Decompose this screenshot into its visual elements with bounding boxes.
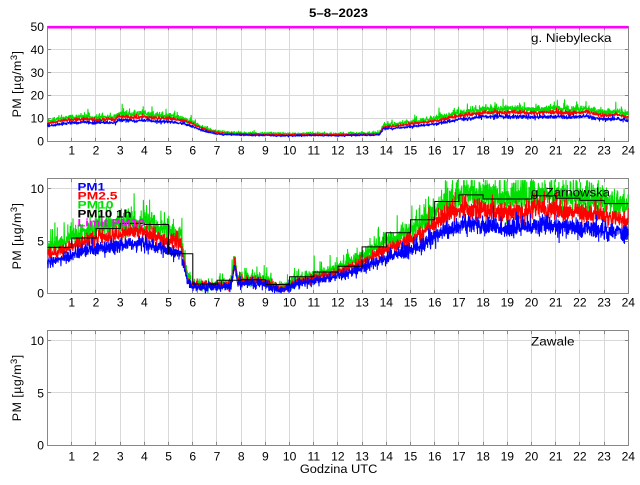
svg-text:5: 5 <box>165 450 172 464</box>
svg-text:21: 21 <box>549 296 563 310</box>
svg-text:4: 4 <box>141 144 148 158</box>
svg-text:19: 19 <box>501 296 515 310</box>
svg-text:15: 15 <box>404 450 418 464</box>
svg-text:2: 2 <box>93 144 100 158</box>
svg-text:0: 0 <box>37 439 44 453</box>
svg-text:14: 14 <box>380 450 394 464</box>
svg-text:1: 1 <box>68 296 75 310</box>
svg-text:20: 20 <box>525 296 539 310</box>
svg-text:PM10: PM10 <box>78 199 114 211</box>
svg-text:10: 10 <box>31 112 45 126</box>
svg-text:9: 9 <box>262 296 269 310</box>
svg-text:9: 9 <box>262 450 269 464</box>
svg-text:8: 8 <box>238 450 245 464</box>
svg-text:Limit PM10: Limit PM10 <box>78 217 146 229</box>
svg-text:3: 3 <box>117 296 124 310</box>
svg-text:21: 21 <box>549 450 563 464</box>
svg-text:4: 4 <box>141 296 148 310</box>
svg-text:30: 30 <box>31 66 45 80</box>
svg-text:0: 0 <box>37 287 44 301</box>
svg-text:PM10 1h: PM10 1h <box>78 208 132 220</box>
svg-text:18: 18 <box>476 296 490 310</box>
svg-text:10: 10 <box>31 334 45 348</box>
svg-text:7: 7 <box>214 296 221 310</box>
svg-text:5: 5 <box>165 296 172 310</box>
svg-text:7: 7 <box>214 450 221 464</box>
svg-text:8: 8 <box>238 296 245 310</box>
svg-text:PM [µg/m3]: PM [µg/m3] <box>9 203 24 270</box>
svg-text:12: 12 <box>331 296 345 310</box>
svg-text:16: 16 <box>428 296 442 310</box>
svg-text:18: 18 <box>476 450 490 464</box>
svg-text:13: 13 <box>355 450 369 464</box>
svg-text:6: 6 <box>189 144 196 158</box>
svg-text:13: 13 <box>355 296 369 310</box>
svg-text:23: 23 <box>597 144 611 158</box>
svg-text:23: 23 <box>597 450 611 464</box>
svg-text:2: 2 <box>93 296 100 310</box>
svg-text:10: 10 <box>283 144 297 158</box>
svg-text:10: 10 <box>283 296 297 310</box>
svg-text:11: 11 <box>308 450 321 464</box>
svg-text:21: 21 <box>549 144 563 158</box>
svg-text:19: 19 <box>501 450 515 464</box>
svg-text:12: 12 <box>331 450 345 464</box>
svg-text:7: 7 <box>214 144 221 158</box>
svg-text:23: 23 <box>597 296 611 310</box>
svg-text:17: 17 <box>452 296 466 310</box>
svg-text:PM [µg/m3]: PM [µg/m3] <box>9 354 24 421</box>
svg-text:50: 50 <box>31 20 45 34</box>
svg-text:24: 24 <box>622 450 636 464</box>
svg-text:20: 20 <box>31 89 45 103</box>
svg-text:3: 3 <box>117 450 124 464</box>
svg-text:11: 11 <box>308 296 321 310</box>
svg-text:12: 12 <box>331 144 345 158</box>
svg-text:PM1: PM1 <box>78 182 106 194</box>
svg-text:5: 5 <box>37 386 44 400</box>
svg-text:24: 24 <box>622 144 636 158</box>
svg-text:4: 4 <box>141 450 148 464</box>
svg-text:2: 2 <box>93 450 100 464</box>
svg-text:PM2.5: PM2.5 <box>78 191 118 203</box>
svg-text:14: 14 <box>380 296 394 310</box>
svg-text:19: 19 <box>501 144 515 158</box>
svg-text:16: 16 <box>428 144 442 158</box>
svg-text:1: 1 <box>68 144 75 158</box>
svg-text:6: 6 <box>189 450 196 464</box>
svg-text:6: 6 <box>189 296 196 310</box>
svg-text:Godzina UTC: Godzina UTC <box>300 462 378 476</box>
svg-text:14: 14 <box>380 144 394 158</box>
svg-text:3: 3 <box>117 144 124 158</box>
svg-text:20: 20 <box>525 144 539 158</box>
svg-text:PM [µg/m3]: PM [µg/m3] <box>9 51 24 118</box>
svg-text:17: 17 <box>452 144 466 158</box>
svg-text:5–8–2023: 5–8–2023 <box>309 6 368 20</box>
svg-text:17: 17 <box>452 450 466 464</box>
svg-text:9: 9 <box>262 144 269 158</box>
svg-text:24: 24 <box>622 296 636 310</box>
svg-text:Zawale: Zawale <box>531 334 575 348</box>
svg-text:16: 16 <box>428 450 442 464</box>
svg-text:20: 20 <box>525 450 539 464</box>
svg-text:13: 13 <box>355 144 369 158</box>
svg-text:22: 22 <box>573 450 587 464</box>
svg-text:22: 22 <box>573 296 587 310</box>
svg-text:15: 15 <box>404 296 418 310</box>
svg-text:15: 15 <box>404 144 418 158</box>
svg-text:10: 10 <box>31 182 45 196</box>
svg-text:40: 40 <box>31 43 45 57</box>
svg-text:18: 18 <box>476 144 490 158</box>
svg-text:g. Zarnowska: g. Zarnowska <box>531 185 610 199</box>
svg-text:5: 5 <box>165 144 172 158</box>
svg-text:11: 11 <box>308 144 321 158</box>
svg-text:g. Niebylecka: g. Niebylecka <box>531 31 612 45</box>
svg-text:22: 22 <box>573 144 587 158</box>
svg-text:8: 8 <box>238 144 245 158</box>
svg-text:0: 0 <box>37 135 44 149</box>
svg-text:5: 5 <box>37 235 44 249</box>
svg-text:10: 10 <box>283 450 297 464</box>
svg-text:1: 1 <box>68 450 75 464</box>
